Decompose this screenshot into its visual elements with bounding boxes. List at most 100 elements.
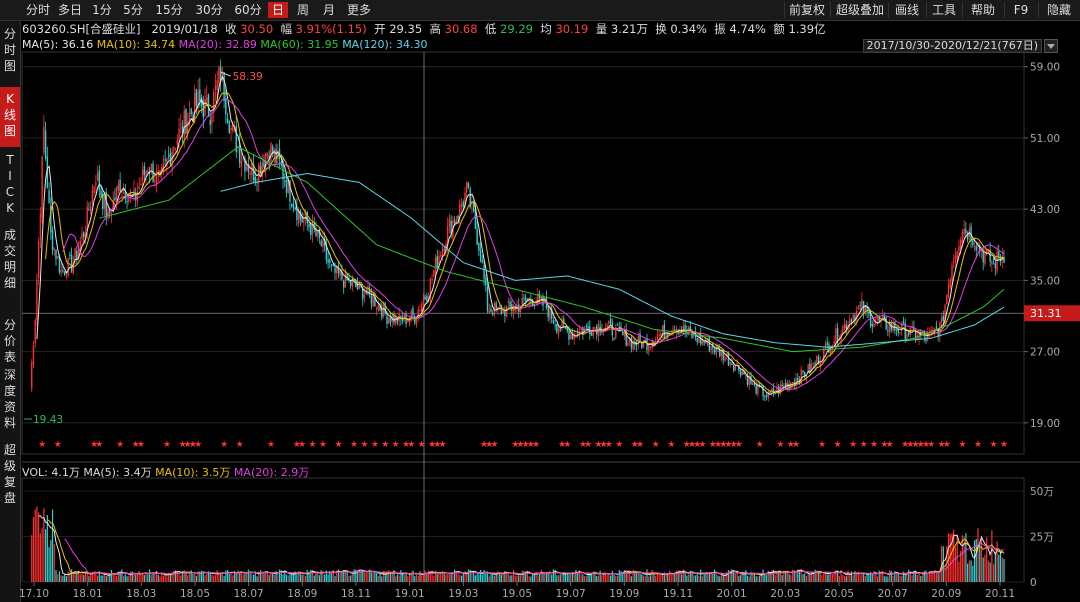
- sidebar-item-review[interactable]: 超 级 复 盘: [3, 443, 16, 505]
- candle-down: [476, 228, 478, 245]
- volume-bar-up: [592, 571, 594, 582]
- volume-bar-down: [376, 572, 378, 582]
- candle-up: [407, 320, 409, 323]
- tab-5min[interactable]: 5分: [123, 3, 143, 17]
- fq-button[interactable]: 前复权: [784, 2, 829, 18]
- sidebar-item-kline[interactable]: K 线 图: [0, 87, 20, 147]
- volume-bar-down: [202, 571, 204, 582]
- volume-bar-down: [190, 570, 192, 582]
- tab-timeshare[interactable]: 分时: [25, 3, 50, 17]
- signal-marker: ★: [194, 440, 202, 450]
- volume-bar-down: [135, 574, 137, 582]
- signal-marker: ★: [132, 440, 140, 450]
- date-tick-label: 18.05: [180, 588, 210, 600]
- tools-button[interactable]: 工具: [926, 2, 961, 18]
- sidebar-item-profile[interactable]: 深 度 资 料: [3, 368, 16, 430]
- volume-bar-up: [800, 569, 802, 582]
- date-tick-label: 18.07: [234, 588, 264, 600]
- tab-1min[interactable]: 1分: [92, 3, 112, 17]
- volume-bar-down: [169, 574, 171, 582]
- candle-up: [351, 280, 354, 287]
- volume-bar-down: [542, 573, 544, 582]
- candle-down: [341, 271, 343, 280]
- volume-bar-up: [859, 574, 861, 582]
- volume-bar-down: [308, 571, 310, 582]
- tab-30min[interactable]: 30分: [195, 3, 223, 17]
- volume-bar-up: [434, 570, 437, 582]
- candle-down: [405, 314, 407, 325]
- volume-bar-down: [192, 573, 194, 582]
- candle-up: [880, 318, 882, 322]
- tab-daily[interactable]: 日: [268, 2, 288, 18]
- candle-up: [429, 278, 432, 299]
- candle-down: [890, 324, 893, 330]
- tab-monthly[interactable]: 月: [322, 3, 335, 17]
- volume-bar-up: [232, 575, 234, 582]
- f9-button[interactable]: F9: [1004, 2, 1037, 18]
- candle-up: [446, 226, 449, 246]
- hide-button[interactable]: 隐藏: [1038, 2, 1079, 18]
- help-button[interactable]: 帮助: [962, 2, 1003, 18]
- volume-bar-up: [675, 570, 678, 582]
- sidebar-item-trades[interactable]: 成 交 明 细: [3, 228, 16, 290]
- tab-15min[interactable]: 15分: [155, 3, 183, 17]
- draw-button[interactable]: 画线: [888, 2, 925, 18]
- tab-more[interactable]: 更多: [346, 3, 371, 17]
- candle-down: [850, 320, 853, 323]
- candle-up: [422, 299, 425, 305]
- signal-marker: ★: [137, 440, 145, 450]
- volume-bar-up: [36, 506, 38, 582]
- date-tick-label: 20.11: [985, 588, 1015, 600]
- candle-up: [535, 302, 537, 304]
- volume-bar-up: [658, 574, 660, 582]
- candle-up: [145, 170, 147, 178]
- volume-bar-up: [960, 551, 962, 582]
- candle-up: [138, 186, 140, 190]
- volume-bar-down: [389, 572, 392, 582]
- signal-marker: ★: [683, 440, 691, 450]
- volume-bar-up: [736, 570, 738, 582]
- volume-bar-up: [237, 570, 239, 582]
- candle-down: [51, 230, 54, 251]
- signal-marker: ★: [600, 440, 608, 450]
- volume-bar-up: [391, 572, 393, 582]
- overlay-button[interactable]: 超级叠加: [830, 2, 889, 18]
- candle-down: [587, 326, 589, 329]
- volume-bar-down: [1003, 558, 1005, 582]
- collapse-icon[interactable]: [1044, 39, 1058, 53]
- volume-bar-down: [223, 576, 225, 582]
- sidebar-item-price-table[interactable]: 分 价 表: [3, 318, 16, 364]
- volume-bar-up: [687, 574, 690, 582]
- candle-up: [115, 186, 118, 203]
- volume-bar-up: [497, 571, 499, 582]
- volume-bar-up: [53, 544, 55, 582]
- volume-bar-up: [455, 571, 457, 582]
- candle-down: [275, 149, 277, 163]
- volume-bar-down: [630, 576, 632, 582]
- volume-bar-down: [674, 573, 676, 582]
- ma10-legend: MA(10): 34.74: [96, 38, 176, 51]
- candle-down: [492, 313, 494, 316]
- signal-marker: ★: [818, 440, 826, 450]
- tab-weekly[interactable]: 周: [296, 3, 309, 17]
- volume-bar-down: [481, 574, 483, 582]
- sidebar-item-timeshare[interactable]: 分 时 图: [3, 27, 16, 73]
- volume-bar-down: [199, 571, 201, 582]
- volume-bar-up: [648, 576, 650, 582]
- candle-down: [63, 271, 66, 276]
- signal-marker: ★: [938, 440, 946, 450]
- signal-marker: ★: [563, 440, 571, 450]
- signal-marker: ★: [709, 440, 717, 450]
- amount-value: 1.39亿: [788, 22, 826, 36]
- volume-bar-up: [459, 574, 461, 582]
- volume-bar-up: [230, 571, 232, 582]
- tab-60min[interactable]: 60分: [234, 3, 262, 17]
- ma-lines: [36, 75, 1005, 396]
- tab-multiday[interactable]: 多日: [57, 3, 82, 17]
- volume-bar-down: [802, 574, 804, 582]
- candle-up: [776, 387, 778, 394]
- sidebar-item-tick[interactable]: T I C K: [5, 153, 15, 215]
- close-value: 30.50: [240, 22, 274, 36]
- volume-bar-down: [681, 574, 683, 582]
